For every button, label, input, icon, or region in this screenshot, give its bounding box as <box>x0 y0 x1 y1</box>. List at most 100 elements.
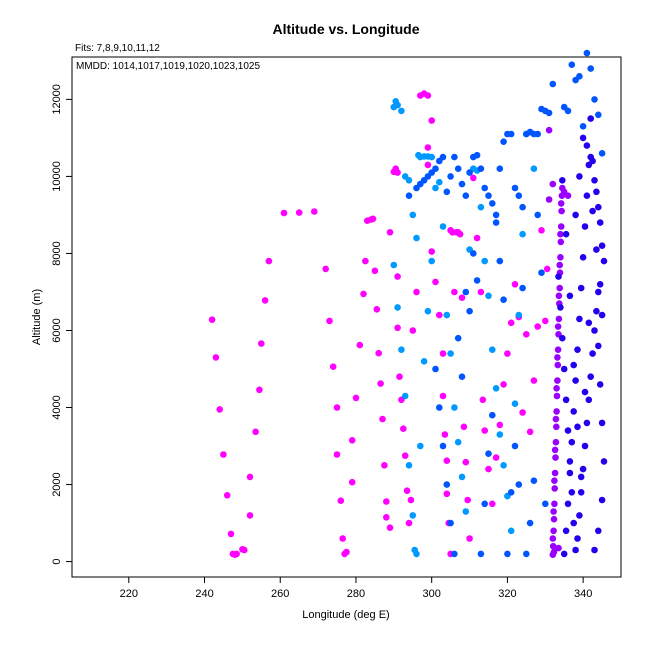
data-point <box>577 284 585 292</box>
data-point <box>511 442 519 450</box>
y-tick-label: 2000 <box>51 472 63 496</box>
plot-frame <box>71 56 622 578</box>
data-point <box>511 184 519 192</box>
data-point <box>553 385 560 392</box>
data-point <box>579 123 587 130</box>
data-point <box>492 219 500 226</box>
data-point <box>593 188 600 196</box>
data-point <box>549 535 557 542</box>
chart-subtitle: Fits: 7,8,9,10,11,12 <box>75 43 160 54</box>
data-point <box>595 203 602 211</box>
data-point <box>552 415 560 423</box>
data-point <box>576 512 583 519</box>
data-point <box>554 361 562 369</box>
data-point <box>596 219 604 226</box>
data-point <box>473 277 481 284</box>
data-point <box>598 242 606 249</box>
data-point <box>593 246 600 253</box>
data-point <box>583 142 591 149</box>
data-point <box>593 307 600 315</box>
data-point <box>557 223 565 230</box>
data-point <box>534 211 541 219</box>
data-point <box>492 454 500 461</box>
y-tick-label: 12000 <box>51 84 63 115</box>
data-point <box>587 115 594 122</box>
data-point <box>496 421 504 429</box>
data-point <box>523 550 530 558</box>
data-point <box>572 546 579 554</box>
data-point <box>208 316 216 324</box>
data-point <box>462 192 470 199</box>
data-point <box>566 469 574 477</box>
data-point <box>576 73 583 80</box>
data-point <box>473 151 481 159</box>
data-point <box>458 294 466 302</box>
data-point <box>485 465 492 473</box>
data-point <box>360 290 367 298</box>
data-point <box>454 165 462 172</box>
data-point <box>233 550 240 558</box>
data-point <box>401 392 409 400</box>
data-point <box>566 292 574 300</box>
data-point <box>552 454 559 461</box>
data-point <box>587 65 594 72</box>
data-point <box>409 512 417 519</box>
data-point <box>576 173 583 180</box>
data-point <box>326 317 333 325</box>
data-point <box>526 519 534 527</box>
data-point <box>443 481 451 488</box>
data-point <box>581 223 589 230</box>
data-point <box>556 284 563 292</box>
data-point <box>489 200 496 207</box>
data-point <box>348 437 356 444</box>
data-point <box>466 535 473 542</box>
data-point <box>432 184 439 192</box>
y-tick-label: 0 <box>51 559 63 565</box>
data-point <box>595 342 602 350</box>
data-point <box>583 49 591 57</box>
data-point <box>451 153 458 161</box>
data-point <box>554 346 562 354</box>
data-point <box>585 396 593 404</box>
data-point <box>587 373 594 381</box>
data-point <box>362 257 369 265</box>
data-point <box>577 473 585 481</box>
data-point <box>485 292 492 300</box>
data-point <box>581 388 589 396</box>
data-point <box>564 107 572 115</box>
data-point <box>394 101 401 109</box>
data-point <box>333 404 341 411</box>
data-point <box>466 169 473 176</box>
data-point <box>585 319 593 327</box>
data-point <box>568 61 576 68</box>
data-point <box>381 462 388 469</box>
data-point <box>451 288 458 296</box>
data-point <box>375 349 383 357</box>
data-point <box>443 490 451 498</box>
x-axis-label: Longitude (deg E) <box>302 609 389 621</box>
data-point <box>538 269 545 277</box>
data-point <box>373 306 381 313</box>
data-point <box>570 408 577 415</box>
data-point <box>379 415 386 423</box>
data-point <box>550 548 558 556</box>
data-point <box>227 530 235 538</box>
data-point <box>432 278 439 286</box>
data-point <box>485 192 492 199</box>
y-axis-label: Altitude (m) <box>31 289 43 345</box>
data-point <box>507 527 515 535</box>
data-point <box>572 211 579 219</box>
data-point <box>432 165 439 172</box>
data-point <box>534 323 541 330</box>
data-point <box>562 396 570 404</box>
data-point <box>576 315 583 323</box>
data-point <box>560 550 568 558</box>
data-point <box>504 350 511 357</box>
x-tick-label: 220 <box>120 588 138 600</box>
data-point <box>530 477 538 485</box>
data-point <box>443 457 451 465</box>
data-point <box>398 107 405 115</box>
data-point <box>413 288 420 296</box>
data-point <box>466 307 473 315</box>
scatter-points <box>208 49 608 558</box>
